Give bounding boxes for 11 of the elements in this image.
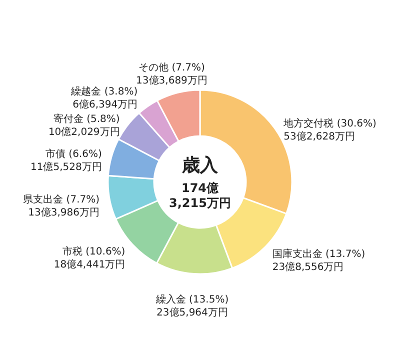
slice-label: 繰入金 (13.5%) 23億5,964万円 xyxy=(154,294,229,319)
text: 歳入 xyxy=(181,155,219,176)
slice-label: 市税 (10.6%) 18億4,441万円 xyxy=(54,245,126,270)
slice-label: 寄付金 (5.8%) 10億2,029万円 xyxy=(48,112,120,138)
slice-label: 県支出金 (7.7%) 13億3,986万円 xyxy=(23,194,100,219)
text: 174億 3,215万円 xyxy=(169,181,231,210)
slice-label: 市債 (6.6%) 11億5,528万円 xyxy=(30,148,102,174)
slice-label: 繰越金 (3.8%) 6億6,394万円 xyxy=(70,85,138,110)
slice-label: その他 (7.7%) 13億3,689万円 xyxy=(136,61,208,86)
slice-label: 国庫支出金 (13.7%) 23億8,556万円 xyxy=(272,248,366,273)
slice-label: 地方交付税 (30.6%) 53億2,628万円 xyxy=(282,118,376,143)
